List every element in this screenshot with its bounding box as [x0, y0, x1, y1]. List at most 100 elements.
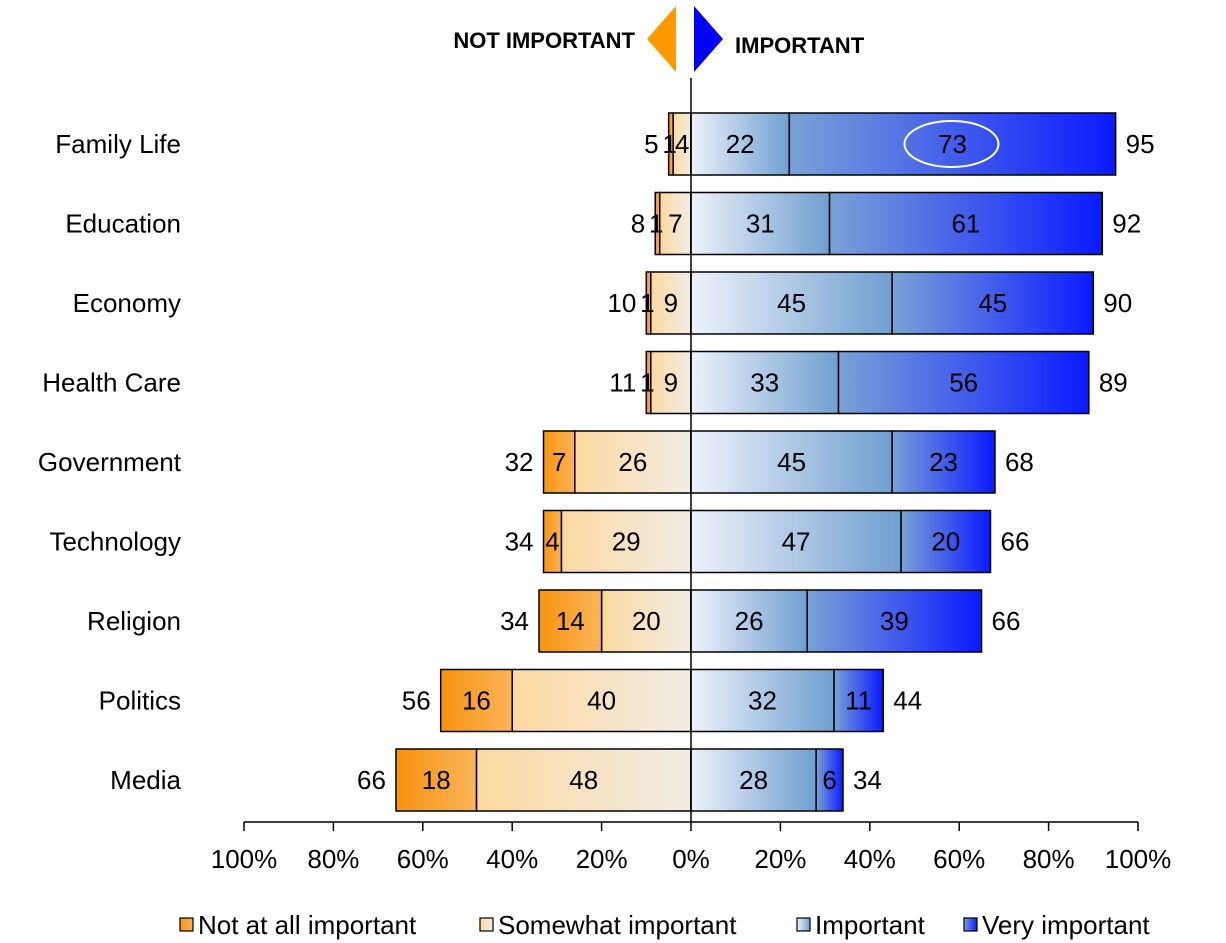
not-at-all-value-label: 16 — [462, 686, 491, 716]
x-tick-label: 20% — [576, 844, 628, 874]
important-value-label: 33 — [750, 368, 779, 398]
very-important-value-label: 23 — [929, 447, 958, 477]
not-at-all-value-label: 7 — [552, 447, 566, 477]
x-axis: 100% 80% 60% 40% 20% 0% 20% 40% 60% 80% 100% — [211, 821, 1172, 874]
bar-very-important — [815, 748, 844, 812]
very-important-value-label: 11 — [845, 686, 872, 716]
important-total-label: 90 — [1103, 288, 1132, 318]
category-label: Technology — [49, 527, 181, 557]
bar-important — [690, 112, 791, 176]
not-at-all-value-label: 1 — [649, 209, 663, 239]
somewhat-value-label: 48 — [569, 765, 598, 795]
bar-important — [690, 430, 893, 494]
bar-very-important — [891, 430, 996, 494]
important-total-label: 34 — [853, 765, 882, 795]
important-total-label: 92 — [1112, 209, 1141, 239]
bar-not-at-all-important — [654, 191, 661, 256]
somewhat-value-label: 20 — [632, 606, 661, 636]
very-important-value-label: 6 — [822, 765, 836, 795]
not-important-total-label: 11 — [609, 368, 636, 398]
category-label: Politics — [99, 686, 181, 716]
bar-somewhat-important — [560, 509, 692, 574]
x-tick-label: 100% — [1105, 844, 1172, 874]
legend-swatch — [796, 917, 811, 932]
important-total-label: 68 — [1005, 447, 1034, 477]
x-tick-label: 0% — [672, 844, 710, 874]
important-value-label: 45 — [777, 288, 806, 318]
bar-row: Politics 40 16 32 11 56 44 — [99, 668, 922, 733]
bar-row: Government 26 7 45 23 32 68 — [38, 430, 1034, 494]
bar-not-at-all-important — [542, 509, 563, 574]
important-value-label: 45 — [777, 447, 806, 477]
important-value-label: 22 — [726, 129, 755, 159]
bar-somewhat-important — [475, 748, 692, 812]
bar-not-at-all-important — [538, 589, 603, 653]
x-tick-label: 100% — [211, 844, 278, 874]
bar-very-important — [837, 350, 1090, 415]
bar-important — [690, 509, 902, 574]
very-important-value-label: 39 — [880, 606, 909, 636]
bar-somewhat-important — [574, 430, 692, 494]
important-value-label: 47 — [782, 527, 811, 557]
x-tick-label: 60% — [933, 844, 985, 874]
somewhat-value-label: 26 — [618, 447, 647, 477]
very-important-value-label: 61 — [951, 209, 980, 239]
important-value-label: 32 — [748, 686, 777, 716]
important-value-label: 28 — [739, 765, 768, 795]
important-value-label: 26 — [735, 606, 764, 636]
important-value-label: 31 — [746, 209, 775, 239]
legend-swatch — [963, 917, 978, 932]
bar-row: Education 71 31 61 8 92 — [65, 191, 1141, 256]
very-important-value-label: 20 — [931, 527, 960, 557]
bar-not-at-all-important — [645, 271, 652, 335]
not-important-total-label: 5 — [644, 129, 658, 159]
legend-label: Not at all important — [198, 910, 417, 940]
x-tick-label: 40% — [486, 844, 538, 874]
not-important-total-label: 8 — [631, 209, 645, 239]
very-important-value-label: 56 — [949, 368, 978, 398]
not-at-all-value-label: 1 — [662, 129, 676, 159]
important-total-label: 44 — [893, 686, 922, 716]
legend-label: Very important — [982, 910, 1150, 940]
somewhat-value-label: 7 — [668, 209, 682, 239]
legend-label: Important — [815, 910, 926, 940]
bar-row: Religion 20 14 26 39 34 66 — [87, 589, 1020, 653]
bar-somewhat-important — [650, 271, 692, 335]
legend-swatch — [479, 917, 494, 932]
not-important-total-label: 56 — [402, 686, 431, 716]
bar-very-important — [788, 112, 1117, 176]
bar-important — [690, 350, 840, 415]
x-tick-label: 80% — [1023, 844, 1075, 874]
not-important-arrow-icon — [647, 6, 676, 72]
category-label: Economy — [73, 288, 181, 318]
not-important-total-label: 34 — [500, 606, 529, 636]
important-total-label: 95 — [1126, 129, 1155, 159]
bar-row: Technology 29 4 47 20 34 66 — [49, 509, 1029, 574]
bar-very-important — [891, 271, 1095, 335]
bar-row: Economy 91 45 45 10 90 — [73, 271, 1132, 335]
legend-label: Somewhat important — [498, 910, 737, 940]
bar-not-at-all-important — [667, 112, 674, 176]
category-label: Religion — [87, 606, 181, 636]
important-total-label: 66 — [1000, 527, 1029, 557]
bar-not-at-all-important — [645, 350, 652, 415]
x-tick-label: 40% — [844, 844, 896, 874]
category-label: Government — [38, 447, 182, 477]
bar-very-important — [828, 191, 1103, 256]
bar-row: Health Care 91 33 56 11 89 — [42, 350, 1128, 415]
somewhat-value-label: 9 — [664, 288, 678, 318]
somewhat-value-label: 40 — [587, 686, 616, 716]
not-at-all-value-label: 14 — [556, 606, 585, 636]
not-important-total-label: 66 — [357, 765, 386, 795]
not-at-all-value-label: 1 — [640, 368, 654, 398]
category-label: Media — [110, 765, 181, 795]
not-important-total-label: 34 — [505, 527, 534, 557]
not-important-total-label: 10 — [607, 288, 636, 318]
important-arrow-icon — [694, 6, 723, 72]
bar-important — [690, 589, 808, 653]
x-tick-label: 80% — [307, 844, 359, 874]
x-tick-label: 60% — [397, 844, 449, 874]
